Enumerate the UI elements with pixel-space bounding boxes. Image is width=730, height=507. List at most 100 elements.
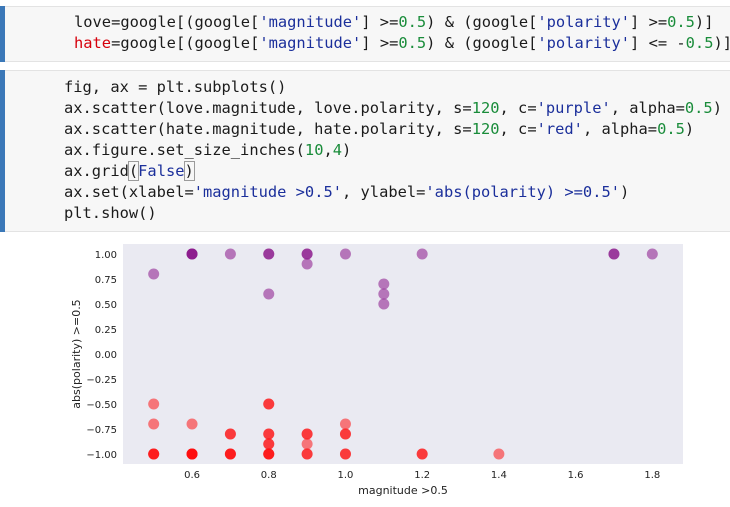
code-text: ] >=	[361, 13, 399, 31]
love-point	[148, 268, 160, 280]
code-number: 0.5	[684, 99, 713, 117]
cell-selection-bar	[0, 70, 5, 232]
love-point	[378, 278, 390, 290]
cell-selection-bar	[0, 6, 5, 62]
y-tick-label: 0.50	[95, 300, 117, 311]
x-tick-label: 1.2	[414, 470, 430, 481]
hate-point	[339, 428, 351, 440]
code-block[interactable]: fig, ax = plt.subplots() ax.scatter(love…	[64, 77, 722, 224]
hate-point	[263, 438, 275, 450]
code-text: fig, ax = plt.subplots()	[64, 78, 287, 96]
hate-point	[148, 398, 160, 410]
code-text: ) & (google[	[426, 13, 538, 31]
code-text: ) & (google[	[426, 34, 538, 52]
code-number: 0.5	[667, 13, 695, 31]
code-number: 120	[471, 99, 500, 117]
y-tick-label: −0.25	[86, 375, 117, 386]
code-text: ax.figure.set_size_inches(	[64, 141, 305, 159]
love-point	[224, 248, 236, 260]
code-string: 'red'	[536, 120, 583, 138]
hate-point	[416, 448, 428, 460]
love-point	[339, 248, 351, 260]
code-text: ax.scatter(hate.magnitude, hate.polarity…	[64, 120, 472, 138]
data-points	[148, 248, 658, 460]
code-text: , ylabel=	[342, 183, 426, 201]
matched-bracket: (	[127, 161, 140, 181]
love-point	[608, 248, 620, 260]
y-tick-label: −0.75	[86, 425, 117, 436]
code-text: , alpha=	[582, 120, 658, 138]
hate-point	[339, 448, 351, 460]
code-string: 'purple'	[536, 99, 611, 117]
y-tick-labels: 1.00 0.75 0.50 0.25 0.00 −0.25 −0.50 −0.75 −1.00	[86, 250, 117, 461]
love-point	[301, 258, 313, 270]
code-text: )	[712, 99, 722, 117]
hate-point	[148, 418, 160, 430]
code-text: love=google[(google[	[74, 13, 260, 31]
hate-point	[148, 448, 160, 460]
y-tick-label: 0.25	[95, 325, 117, 336]
hate-point	[301, 428, 313, 440]
code-string: 'polarity'	[537, 34, 631, 52]
hate-point	[186, 448, 198, 460]
love-point	[646, 248, 658, 260]
code-text: )	[342, 141, 352, 159]
code-text: ] <= -	[630, 34, 686, 52]
love-point	[263, 288, 275, 300]
code-text: plt.show()	[64, 204, 157, 222]
code-text: )	[620, 183, 630, 201]
hate-point	[263, 448, 275, 460]
plot-area	[123, 244, 683, 464]
code-text: , alpha=	[610, 99, 685, 117]
love-point	[378, 298, 390, 310]
hate-point	[224, 428, 236, 440]
love-point	[301, 248, 313, 260]
code-number: 0.5	[685, 34, 714, 52]
code-text: ,	[323, 141, 333, 159]
x-tick-label: 0.6	[184, 470, 200, 481]
love-point	[416, 248, 428, 260]
hate-point	[263, 428, 275, 440]
hate-point	[301, 448, 313, 460]
code-text: ] >=	[630, 13, 668, 31]
hate-point	[224, 448, 236, 460]
code-block[interactable]: love=google[(google['magnitude'] >=0.5) …	[74, 12, 730, 54]
code-cell-1[interactable]: love=google[(google['magnitude'] >=0.5) …	[0, 6, 730, 62]
love-point	[263, 248, 275, 260]
code-number: 120	[471, 120, 500, 138]
code-cell-2[interactable]: fig, ax = plt.subplots() ax.scatter(love…	[0, 70, 730, 232]
code-text: =google[(google[	[111, 34, 260, 52]
x-tick-label: 0.8	[261, 470, 277, 481]
hate-point	[339, 418, 351, 430]
code-string: 'magnitude'	[259, 13, 362, 31]
code-text: ax.set(xlabel=	[64, 183, 194, 201]
cell-output: 1.00 0.75 0.50 0.25 0.00 −0.25 −0.50 −0.75 −1.00…	[0, 236, 730, 503]
y-axis-label: abs(polarity) >=0.5	[70, 299, 83, 408]
y-tick-label: 0.75	[95, 275, 117, 286]
x-tick-labels: 0.6 0.8 1.0 1.2 1.4 1.6 1.8	[184, 470, 660, 481]
x-tick-label: 1.8	[644, 470, 660, 481]
code-text: )]	[694, 13, 714, 31]
hate-point	[186, 418, 198, 430]
scatter-chart: 1.00 0.75 0.50 0.25 0.00 −0.25 −0.50 −0.75 −1.00…	[70, 244, 683, 497]
y-tick-label: −1.00	[86, 450, 117, 461]
x-axis-label: magnitude >0.5	[358, 484, 448, 497]
code-keyword: False	[138, 162, 185, 180]
code-string: 'magnitude'	[259, 34, 362, 52]
code-text: )]	[713, 34, 730, 52]
code-string: 'magnitude >0.5'	[193, 183, 342, 201]
x-tick-label: 1.6	[568, 470, 584, 481]
y-tick-label: −0.50	[86, 400, 117, 411]
code-number: 0.5	[398, 13, 427, 31]
y-tick-label: 1.00	[95, 250, 117, 261]
code-text: , c=	[499, 99, 537, 117]
x-tick-label: 1.4	[491, 470, 507, 481]
code-string: 'polarity'	[537, 13, 631, 31]
hate-point	[493, 448, 505, 460]
code-number: 4	[332, 141, 343, 159]
code-text: , c=	[499, 120, 537, 138]
code-text: )	[684, 120, 695, 138]
code-text: ax.grid	[64, 162, 129, 180]
code-number: 0.5	[657, 120, 685, 138]
code-text: ax.scatter(love.magnitude, love.polarity…	[64, 99, 472, 117]
